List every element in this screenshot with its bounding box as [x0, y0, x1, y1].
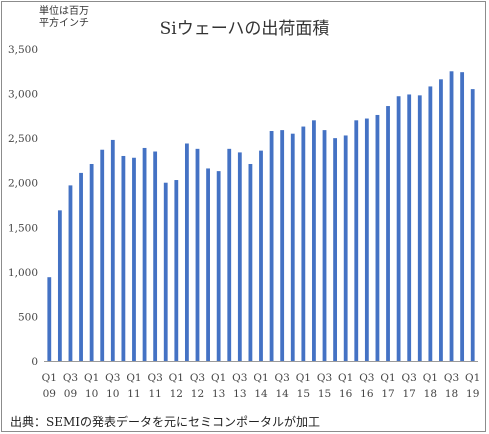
bar — [386, 106, 390, 362]
x-tick-label: Q1 — [211, 372, 226, 384]
x-tick-label: Q3 — [359, 372, 374, 384]
y-tick-label: 2,000 — [8, 178, 38, 190]
bar — [227, 148, 232, 361]
bar — [206, 168, 210, 361]
x-tick-year: 17 — [381, 388, 394, 400]
x-tick-label: Q3 — [190, 372, 205, 384]
bar — [89, 163, 94, 361]
bar — [312, 120, 316, 361]
bar — [439, 79, 443, 362]
source-note: 出典：SEMIの発表データを元にセミコンポータルが加工 — [10, 415, 321, 429]
x-tick-year: 09 — [64, 388, 77, 400]
x-tick-year: 18 — [424, 388, 437, 400]
bar — [354, 120, 359, 361]
x-tick-year: 11 — [127, 388, 140, 400]
bar — [153, 151, 158, 361]
x-tick-year: 10 — [85, 388, 98, 400]
x-tick-label: Q3 — [444, 372, 459, 384]
bar — [184, 143, 189, 361]
y-tick-label: 3,500 — [8, 44, 38, 56]
bar — [407, 94, 412, 361]
x-tick-year: 09 — [43, 388, 56, 400]
bar — [237, 152, 242, 361]
bar — [290, 133, 295, 361]
bar — [110, 139, 115, 361]
x-tick-label: Q3 — [147, 372, 162, 384]
x-tick-label: Q3 — [402, 372, 417, 384]
x-tick-label: Q1 — [84, 372, 99, 384]
bar — [460, 72, 465, 362]
x-tick-label: Q1 — [465, 372, 480, 384]
bar — [100, 149, 105, 361]
bar — [259, 150, 263, 361]
unit-line-1: 単位は百万 — [39, 6, 89, 17]
bar — [301, 126, 306, 361]
x-tick-label: Q3 — [275, 372, 290, 384]
x-tick-year: 12 — [170, 388, 183, 400]
bar — [142, 147, 147, 361]
x-tick-year: 19 — [466, 388, 479, 400]
bar — [417, 95, 422, 362]
bar — [364, 118, 369, 361]
bar — [248, 163, 253, 361]
unit-line-2: 平方インチ — [39, 18, 89, 29]
x-tick-label: Q1 — [42, 372, 57, 384]
y-tick-label: 1,000 — [8, 267, 38, 279]
bar — [269, 131, 274, 361]
x-tick-year: 16 — [360, 388, 374, 400]
x-tick-year: 10 — [106, 388, 119, 400]
y-tick-label: 0 — [31, 356, 38, 368]
x-tick-label: Q3 — [232, 372, 247, 384]
bar — [470, 89, 475, 361]
bar — [79, 172, 83, 361]
x-tick-year: 15 — [297, 388, 310, 400]
x-tick-year: 17 — [403, 388, 416, 400]
x-tick-year: 13 — [212, 388, 225, 400]
bar — [216, 171, 221, 361]
y-tick-label: 3,000 — [8, 89, 38, 101]
x-tick-year: 16 — [339, 388, 353, 400]
x-tick-year: 15 — [318, 388, 331, 400]
x-tick-year: 14 — [275, 388, 289, 400]
bar — [163, 182, 168, 361]
x-tick-year: 13 — [233, 388, 246, 400]
bar — [280, 130, 285, 361]
bar — [195, 148, 200, 361]
bar — [449, 71, 454, 362]
bar — [428, 86, 433, 361]
x-tick-year: 11 — [148, 388, 161, 400]
x-tick-label: Q1 — [338, 372, 353, 384]
bar — [343, 135, 348, 361]
x-tick-label: Q3 — [63, 372, 78, 384]
bar — [375, 114, 380, 361]
x-tick-label: Q1 — [423, 372, 438, 384]
x-tick-label: Q3 — [105, 372, 120, 384]
y-tick-label: 1,500 — [8, 222, 38, 234]
x-tick-year: 14 — [254, 388, 268, 400]
bar — [333, 138, 338, 361]
x-tick-label: Q3 — [317, 372, 332, 384]
y-tick-label: 500 — [18, 311, 38, 323]
bar — [322, 130, 327, 361]
bar — [396, 96, 401, 361]
x-tick-label: Q1 — [253, 372, 268, 384]
x-tick-label: Q1 — [169, 372, 184, 384]
bar — [57, 210, 62, 361]
bar — [68, 185, 73, 361]
x-tick-year: 12 — [191, 388, 204, 400]
bar — [174, 180, 179, 361]
x-tick-label: Q1 — [296, 372, 311, 384]
x-tick-year: 18 — [445, 388, 458, 400]
x-tick-label: Q1 — [126, 372, 141, 384]
bar — [47, 277, 52, 361]
x-tick-label: Q1 — [380, 372, 395, 384]
chart-title: Siウェーハの出荷面積 — [159, 19, 330, 39]
bar — [132, 157, 136, 361]
bar — [121, 155, 126, 361]
y-tick-label: 2,500 — [8, 133, 38, 145]
unit-label: 単位は百万 平方インチ — [39, 6, 89, 30]
